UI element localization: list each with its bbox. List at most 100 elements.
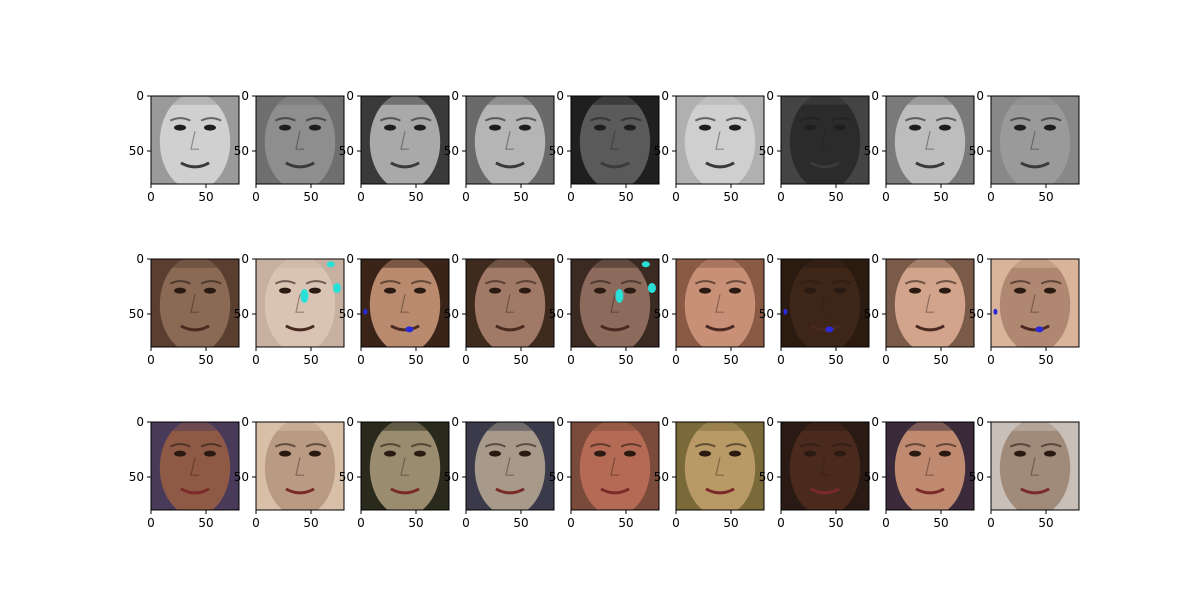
mouth (390, 324, 420, 332)
y-tick-label: 50 (969, 307, 984, 321)
blue-artifact (1035, 326, 1044, 333)
y-tick-label: 0 (451, 415, 459, 429)
face-hairline (886, 96, 974, 105)
right-eyebrow (830, 443, 852, 448)
x-tick-label: 50 (198, 190, 213, 204)
face-skin (894, 96, 966, 184)
mouth (600, 487, 630, 495)
left-eyebrow (1009, 117, 1031, 122)
x-tick-label: 50 (933, 516, 948, 530)
x-tick-label: 50 (828, 353, 843, 367)
right-eye (938, 287, 951, 294)
face-skin (684, 96, 756, 184)
face-image (256, 96, 344, 184)
x-tick-label: 50 (1038, 516, 1053, 530)
axes-frame (360, 421, 450, 511)
face-hairline (151, 422, 239, 431)
right-eyebrow (1040, 280, 1062, 285)
x-tick-label: 50 (198, 353, 213, 367)
face-skin (159, 96, 231, 184)
right-eye (203, 124, 216, 131)
blue-artifact (363, 308, 368, 315)
face-hairline (466, 422, 554, 431)
y-tick-label: 0 (976, 415, 984, 429)
nose (715, 457, 724, 476)
y-tick-label: 0 (346, 89, 354, 103)
y-tick-label: 50 (864, 144, 879, 158)
right-eye (938, 450, 951, 457)
y-tick-label: 50 (969, 144, 984, 158)
y-tick-label: 0 (976, 89, 984, 103)
x-tick-label: 0 (252, 516, 260, 530)
y-tick-label: 50 (969, 470, 984, 484)
face-hairline (256, 259, 344, 268)
x-tick-label: 50 (828, 516, 843, 530)
right-eyebrow (515, 443, 537, 448)
left-eyebrow (694, 117, 716, 122)
x-tick-label: 50 (303, 353, 318, 367)
axes-frame (150, 421, 240, 511)
nose (820, 131, 829, 150)
blue-artifact (405, 326, 414, 333)
x-tick-label: 0 (567, 353, 575, 367)
face-skin (789, 96, 861, 184)
face-hairline (151, 96, 239, 105)
face-skin (159, 259, 231, 347)
face-image (571, 422, 659, 510)
axes-frame (885, 258, 975, 348)
face-skin (999, 422, 1071, 510)
nose (505, 294, 514, 313)
axes-frame (255, 421, 345, 511)
y-tick-label: 50 (339, 307, 354, 321)
right-eye (623, 124, 636, 131)
left-eyebrow (484, 117, 506, 122)
right-eyebrow (1040, 443, 1062, 448)
nose (295, 294, 304, 313)
face-panel-r3-c2: 0 50 0 50 (234, 415, 345, 530)
nose (295, 131, 304, 150)
x-tick-label: 50 (723, 190, 738, 204)
right-eye (833, 287, 846, 294)
left-eye (594, 287, 607, 294)
face-hairline (676, 259, 764, 268)
face-image (571, 96, 659, 184)
y-tick-label: 50 (444, 470, 459, 484)
mouth (705, 324, 735, 332)
y-tick-label: 50 (759, 470, 774, 484)
face-hairline (466, 259, 554, 268)
face-skin (999, 96, 1071, 184)
face-image (571, 259, 659, 347)
mouth (600, 161, 630, 169)
nose (820, 457, 829, 476)
y-tick-label: 50 (444, 307, 459, 321)
right-eyebrow (725, 443, 747, 448)
y-tick-label: 50 (654, 307, 669, 321)
right-eye (728, 287, 741, 294)
left-eye (279, 124, 292, 131)
nose (1030, 131, 1039, 150)
mouth (705, 161, 735, 169)
left-eyebrow (1009, 443, 1031, 448)
y-tick-label: 0 (241, 415, 249, 429)
face-panel-r1-c5: 0 50 0 50 (549, 89, 660, 204)
face-skin (369, 96, 441, 184)
axes-frame (990, 258, 1080, 348)
right-eye (728, 124, 741, 131)
face-image (781, 422, 869, 510)
right-eyebrow (620, 117, 642, 122)
left-eye (804, 450, 817, 457)
face-image (466, 259, 554, 347)
left-eye (489, 450, 502, 457)
right-eyebrow (305, 117, 327, 122)
x-tick-label: 0 (357, 353, 365, 367)
blue-artifact (783, 308, 788, 315)
left-eye (384, 124, 397, 131)
x-tick-label: 0 (252, 190, 260, 204)
x-tick-label: 0 (987, 353, 995, 367)
mouth (705, 487, 735, 495)
right-eyebrow (200, 280, 222, 285)
axes-frame (990, 95, 1080, 185)
y-tick-label: 0 (661, 252, 669, 266)
x-tick-label: 0 (462, 190, 470, 204)
